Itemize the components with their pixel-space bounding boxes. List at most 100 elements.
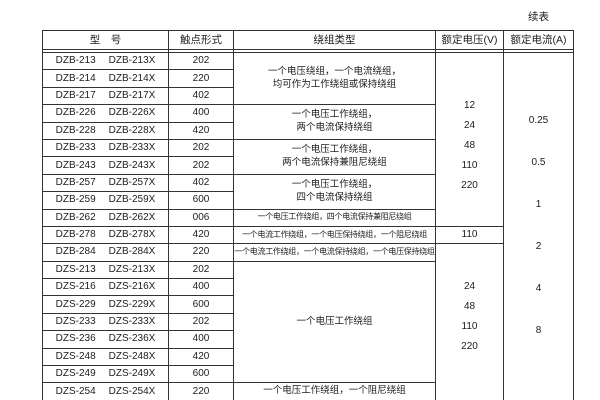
model-number: DZS-236 bbox=[55, 333, 96, 345]
model-cell: DZS-213 DZS-213X bbox=[42, 260, 169, 280]
contact-form-cell: 400 bbox=[168, 104, 234, 123]
model-number: DZB-243 bbox=[55, 159, 96, 171]
model-pair: DZS-248 DZS-248X bbox=[44, 351, 168, 363]
model-number: DZB-278X bbox=[108, 229, 156, 241]
voltage-value: 220 bbox=[461, 180, 478, 192]
contact-form-cell: 600 bbox=[168, 295, 234, 314]
contact-form-cell: 202 bbox=[168, 51, 234, 71]
model-number: DZB-278 bbox=[55, 229, 96, 241]
model-cell: DZS-216 DZS-216X bbox=[42, 278, 169, 297]
model-number: DZB-214X bbox=[108, 72, 156, 84]
header-row: 型 号 触点形式 绕组类型 额定电压(V) 额定电流(A) bbox=[42, 30, 574, 50]
model-pair: DZS-236 DZS-236X bbox=[44, 333, 168, 345]
voltage-value: 110 bbox=[461, 321, 478, 333]
model-pair: DZB-213 DZB-213X bbox=[44, 55, 168, 67]
table-row: DZS-213 DZS-213X 202 一个电压工作绕组 bbox=[42, 260, 574, 384]
model-number: DZS-213X bbox=[108, 263, 156, 275]
current-value: 1 bbox=[535, 199, 542, 211]
model-pair: DZS-229 DZS-229X bbox=[44, 298, 168, 311]
model-number: DZB-213 bbox=[55, 55, 96, 67]
current-value: 0.5 bbox=[531, 157, 546, 169]
winding-type-text: 均可作为工作绕组或保持绕组 bbox=[272, 78, 397, 90]
winding-type-cell: 一个电压工作绕组 bbox=[233, 260, 436, 384]
model-cell: DZS-254 DZS-254X bbox=[42, 382, 169, 400]
model-number: DZB-228X bbox=[108, 124, 156, 136]
contact-form-cell: 006 bbox=[168, 208, 234, 227]
table-row: DZS-233 DZS-233X 202 bbox=[42, 312, 574, 332]
contact-form-cell: 400 bbox=[168, 278, 234, 297]
model-cell: DZB-214 DZB-214X bbox=[42, 69, 169, 88]
winding-type-text: 一个电压工作绕组， bbox=[291, 144, 378, 156]
model-pair: DZS-254 DZS-254X bbox=[44, 386, 168, 398]
winding-type-cell: 一个电流工作绕组，一个电压保持绕组，一个阻尼绕组 bbox=[233, 225, 436, 245]
model-number: DZB-217X bbox=[108, 89, 156, 101]
model-cell: DZB-262 DZB-262X bbox=[42, 208, 169, 227]
voltage-value: 12 bbox=[463, 100, 476, 112]
model-number: DZB-228 bbox=[55, 124, 96, 136]
table-row: DZB-284 DZB-284X 220 一个电流工作绕组，一个电流保持绕组，一个电压… bbox=[42, 243, 574, 400]
header-rated-voltage: 额定电压(V) bbox=[435, 30, 504, 50]
model-pair: DZB-284 DZB-284X bbox=[44, 246, 168, 258]
current-value: 2 bbox=[535, 241, 542, 253]
model-pair: DZB-228 DZB-228X bbox=[44, 124, 168, 137]
model-pair: DZS-213 DZS-213X bbox=[44, 263, 168, 276]
rated-voltage-cell: 110 bbox=[435, 225, 504, 245]
winding-type-cell: 一个电压绕组，一个电流绕组， 均可作为工作绕组或保持绕组 bbox=[233, 51, 436, 106]
model-number: DZB-226 bbox=[55, 107, 96, 119]
model-number: DZS-216X bbox=[108, 281, 156, 293]
model-number: DZS-213 bbox=[55, 263, 96, 275]
model-cell: DZB-233 DZB-233X bbox=[42, 138, 169, 158]
contact-form-cell: 202 bbox=[168, 260, 234, 280]
model-number: DZB-262X bbox=[108, 211, 156, 223]
winding-type-text: 一个电压工作绕组，四个电流保持兼阻尼绕组 bbox=[257, 212, 412, 222]
model-cell: DZS-229 DZS-229X bbox=[42, 295, 169, 314]
model-number: DZB-284X bbox=[108, 246, 156, 258]
contact-form-cell: 600 bbox=[168, 191, 234, 210]
model-number: DZS-229 bbox=[55, 298, 96, 310]
table-row: DZS-254 DZS-254X 220 一个电压工作绕组，一个阻尼绕组 bbox=[42, 382, 574, 400]
header-winding-type: 绕组类型 bbox=[233, 30, 436, 50]
model-cell: DZB-228 DZB-228X bbox=[42, 121, 169, 140]
rated-current-cell: 0.25 0.5 1 2 4 8 bbox=[503, 52, 574, 400]
current-values: 0.25 0.5 1 2 4 8 bbox=[505, 53, 573, 399]
current-value: 8 bbox=[535, 325, 542, 337]
model-number: DZB-214 bbox=[55, 72, 96, 84]
model-cell: DZB-284 DZB-284X bbox=[42, 243, 169, 262]
contact-form-cell: 220 bbox=[168, 243, 234, 262]
winding-type-cell: 一个电流工作绕组，一个电流保持绕组，一个电压保持绕组 bbox=[233, 243, 436, 262]
contact-form-cell: 220 bbox=[168, 382, 234, 400]
winding-type-text: 一个电压绕组，一个电流绕组， bbox=[267, 65, 401, 77]
model-cell: DZB-257 DZB-257X bbox=[42, 173, 169, 193]
contact-form-cell: 202 bbox=[168, 138, 234, 158]
contact-form-cell: 202 bbox=[168, 156, 234, 175]
model-number: DZB-233X bbox=[108, 142, 156, 154]
voltage-value: 220 bbox=[461, 341, 478, 353]
model-pair: DZB-217 DZB-217X bbox=[44, 89, 168, 102]
header-contact-form: 触点形式 bbox=[168, 30, 234, 50]
model-number: DZB-226X bbox=[108, 107, 156, 119]
model-pair: DZB-243 DZB-243X bbox=[44, 159, 168, 172]
header-rated-current: 额定电流(A) bbox=[503, 30, 574, 50]
model-number: DZS-236X bbox=[108, 333, 156, 345]
table-row: DZS-229 DZS-229X 600 bbox=[42, 295, 574, 314]
winding-type-cell: 一个电压工作绕组， 两个电流保持兼阻尼绕组 bbox=[233, 138, 436, 175]
model-pair: DZS-216 DZS-216X bbox=[44, 281, 168, 293]
table-row: DZB-262 DZB-262X 006 一个电压工作绕组，四个电流保持兼阻尼绕组 bbox=[42, 208, 574, 227]
model-cell: DZB-243 DZB-243X bbox=[42, 156, 169, 175]
rated-voltage-cell: 24 48 110 220 bbox=[435, 243, 504, 400]
voltage-value: 110 bbox=[461, 229, 478, 241]
voltage-value: 48 bbox=[463, 140, 476, 152]
model-number: DZB-217 bbox=[55, 89, 96, 101]
model-number: DZB-284 bbox=[55, 246, 96, 258]
contact-form-cell: 420 bbox=[168, 347, 234, 367]
voltage-value: 110 bbox=[461, 160, 478, 172]
model-number: DZS-233X bbox=[108, 316, 156, 328]
winding-type-text: 一个电压工作绕组 bbox=[296, 315, 373, 327]
model-pair: DZB-278 DZB-278X bbox=[44, 229, 168, 241]
model-number: DZB-213X bbox=[108, 55, 156, 67]
model-pair: DZB-262 DZB-262X bbox=[44, 211, 168, 224]
table-row: DZB-213 DZB-213X 202 一个电压绕组，一个电流绕组， 均可作为工作绕组… bbox=[42, 51, 574, 400]
contact-form-cell: 400 bbox=[168, 330, 234, 349]
model-pair: DZB-214 DZB-214X bbox=[44, 72, 168, 85]
winding-type-text: 一个电压工作绕组，一个阻尼绕组 bbox=[263, 385, 406, 397]
